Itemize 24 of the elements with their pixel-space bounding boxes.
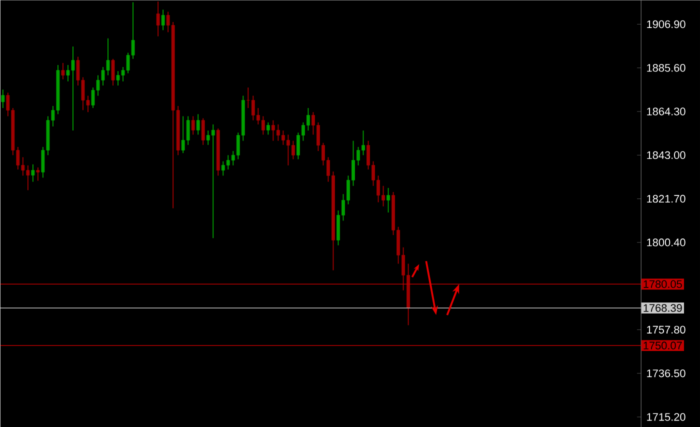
- y-tick-label: 1885.60: [647, 64, 686, 72]
- y-tick-label: 1843.00: [647, 151, 686, 159]
- candlestick: [161, 9, 165, 30]
- candlestick: [196, 114, 200, 135]
- candlestick: [36, 166, 40, 182]
- y-tick-label: 1800.40: [647, 238, 686, 246]
- candlestick: [111, 58, 115, 86]
- ref-line-label: 1768.39: [644, 304, 682, 312]
- y-tick-label: 1715.20: [647, 412, 686, 421]
- y-tick-label: 1736.50: [647, 369, 686, 378]
- candlestick: [191, 116, 195, 135]
- ref-line-label: 1750.07: [644, 342, 682, 350]
- candlestick: [61, 62, 65, 80]
- candlestick: [1, 88, 5, 108]
- y-tick-label: 1821.70: [647, 194, 686, 203]
- y-tick-label: 1864.30: [647, 107, 686, 116]
- candlestick: [156, 0, 160, 37]
- candlestick: [386, 187, 390, 213]
- candlestick: [201, 118, 205, 146]
- y-tick-label: 1757.80: [647, 326, 686, 334]
- ref-line-label: 1780.05: [644, 280, 682, 288]
- candlestick: [266, 122, 270, 135]
- candlestick: [31, 164, 35, 182]
- y-tick-label: 1906.90: [647, 20, 686, 28]
